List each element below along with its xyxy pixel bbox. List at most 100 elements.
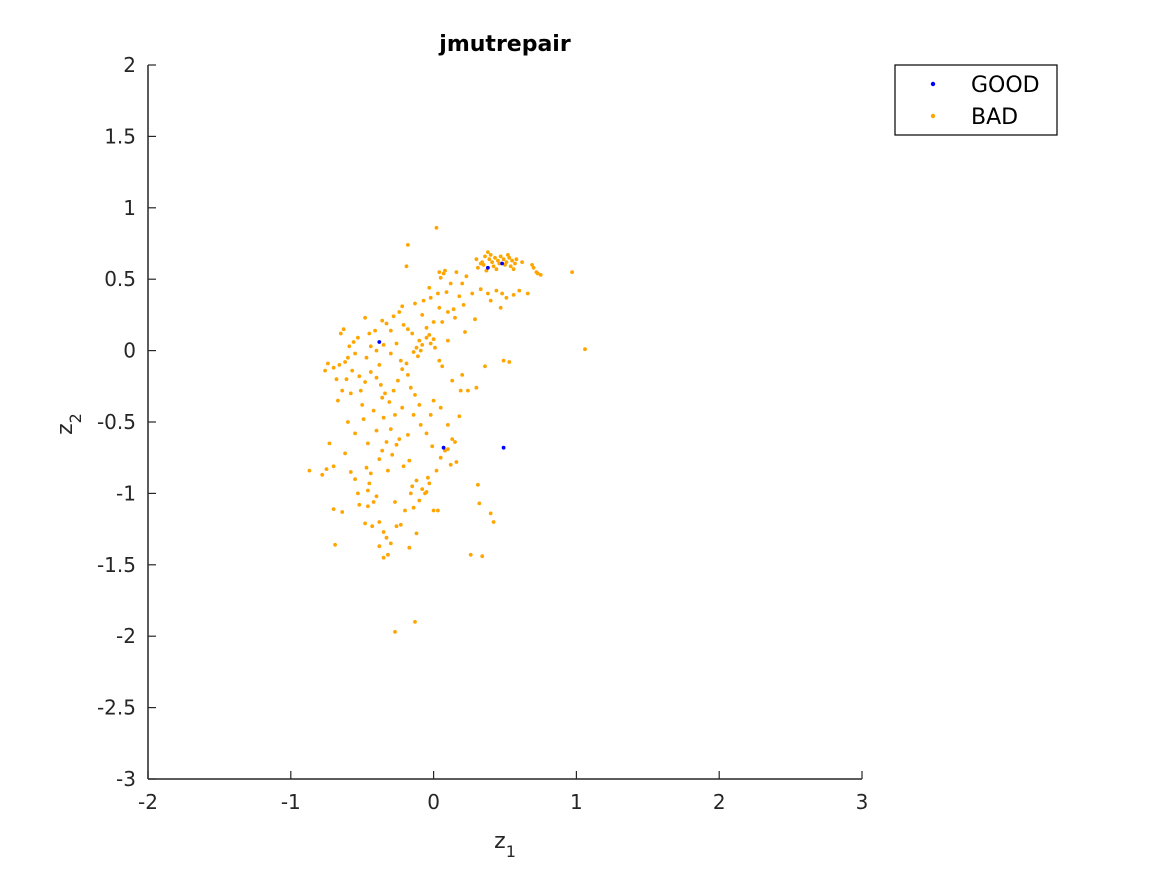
data-point-bad [384,535,389,540]
data-point-bad [508,264,513,269]
data-point-bad [454,460,459,464]
data-point-bad [427,333,432,337]
data-point-bad [361,417,366,421]
data-point-bad [363,380,367,384]
data-point-bad [463,330,467,334]
data-point-bad [356,491,360,496]
data-point-bad [396,378,400,383]
data-point-bad [381,530,386,534]
y-tick-label: 2 [123,53,136,77]
data-point-bad [353,477,357,481]
y-axis-label-base: z [53,423,78,435]
data-point-bad [346,420,350,424]
data-point-bad [498,254,503,259]
data-point-bad [443,448,447,453]
data-point-bad [384,321,389,326]
data-point-bad [413,620,417,624]
data-point-bad [494,267,499,272]
data-point-bad [497,261,502,266]
data-point-bad [368,344,373,349]
data-point-bad [438,455,443,460]
data-point-bad [424,431,429,436]
data-point-bad [486,250,490,255]
data-point-bad [400,405,405,410]
data-point-bad [436,291,440,296]
data-point-bad [446,310,450,314]
data-point-bad [428,341,433,346]
data-point-bad [488,253,493,257]
data-point-bad [357,374,362,379]
x-tick-label: 0 [427,790,440,814]
data-point-bad [363,521,367,526]
data-point-bad [411,350,416,354]
data-point-bad [421,298,426,303]
data-point-bad [440,364,445,369]
data-point-bad [461,303,466,307]
data-point-bad [394,524,399,529]
data-point-bad [368,370,373,374]
data-point-bad [440,320,445,324]
data-point-bad [394,341,399,346]
data-point-good [441,445,446,450]
data-point-bad [420,487,425,491]
data-point-bad [391,388,396,393]
legend-box [894,64,1058,136]
data-point-bad [418,348,423,353]
y-tick-label: -0.5 [97,410,136,434]
data-point-bad [337,363,342,367]
data-point-bad [437,358,442,363]
data-point-bad [371,408,376,413]
x-tick-label: -2 [138,790,158,814]
data-point-bad [398,358,403,363]
data-point-bad [400,367,405,372]
data-point-bad [336,398,340,403]
data-point-bad [431,508,436,513]
data-point-good [500,261,504,266]
data-point-bad [457,414,462,419]
data-point-bad [327,441,332,446]
data-point-bad [476,265,480,270]
data-points [307,225,587,634]
data-point-bad [436,508,440,513]
data-point-bad [431,337,436,342]
data-point-good [501,445,506,450]
chart-title: jmutrepair [438,32,571,57]
data-point-bad [338,331,343,336]
data-point-bad [331,464,336,469]
data-point-bad [420,313,425,317]
data-point-bad [464,274,469,279]
legend: GOOD BAD [894,64,1058,136]
x-axis-label: z1 [494,829,516,861]
data-point-bad [418,423,423,427]
legend-marker-bad [930,113,936,119]
data-point-bad [408,385,413,390]
data-point-bad [390,452,395,457]
data-point-bad [494,288,499,293]
data-point-bad [348,391,353,396]
data-point-bad [423,491,427,496]
data-point-bad [371,500,376,504]
data-point-bad [393,500,397,504]
data-point-bad [538,273,543,277]
data-point-bad [384,440,389,444]
data-point-bad [487,257,492,262]
data-point-bad [457,294,462,299]
data-point-bad [470,291,475,296]
data-point-bad [473,317,477,322]
data-point-bad [438,275,443,280]
data-point-bad [506,253,510,257]
series-bad [307,225,587,634]
x-tick-label: 3 [856,790,869,814]
data-point-bad [414,478,419,483]
y-axis-label: z2 [53,413,85,435]
data-point-bad [416,354,420,359]
data-point-bad [348,470,353,474]
data-point-bad [374,375,379,380]
data-point-bad [501,257,506,262]
data-point-bad [408,491,413,496]
data-point-bad [331,365,336,370]
data-point-bad [388,541,393,546]
data-point-bad [514,257,519,262]
data-point-bad [450,378,455,383]
